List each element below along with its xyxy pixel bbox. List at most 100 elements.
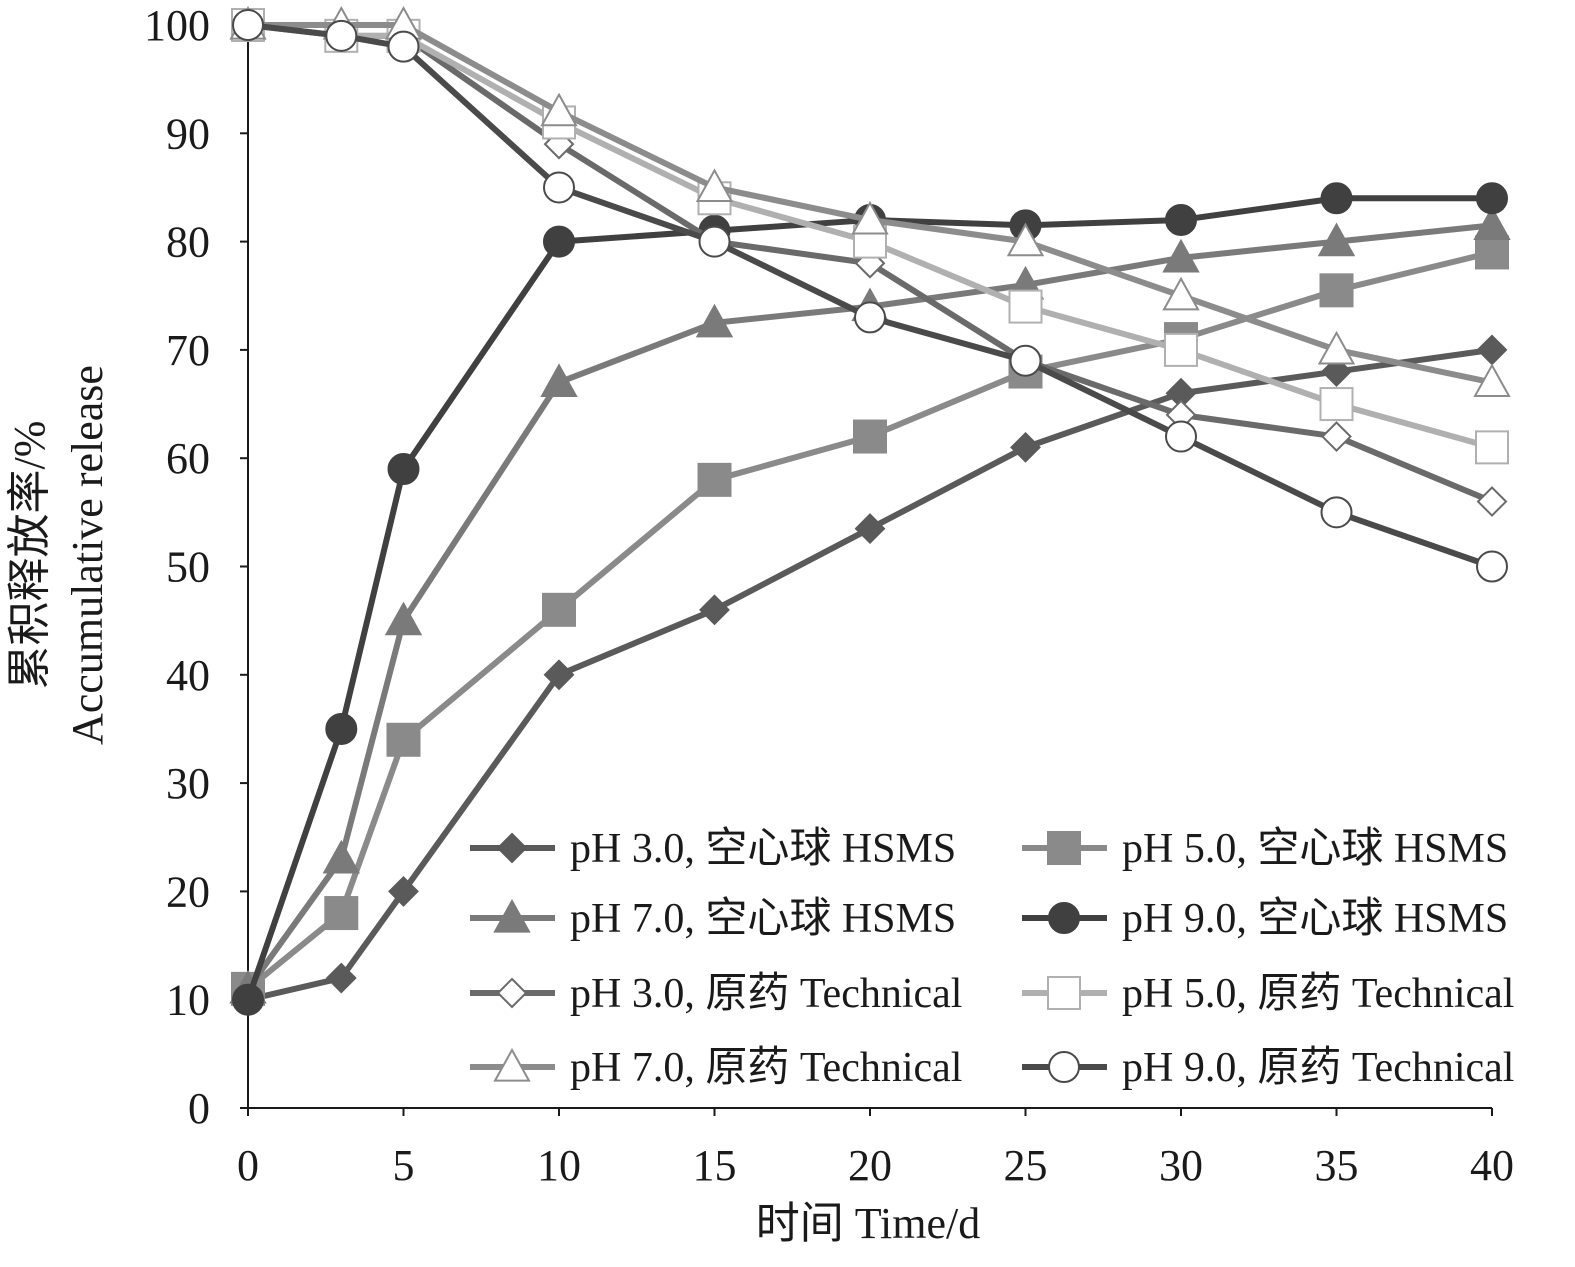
legend-swatch-marker: [1047, 976, 1081, 1010]
legend-label: pH 7.0, 原药 Technical: [570, 1045, 962, 1091]
legend-swatch-marker: [1048, 1051, 1080, 1083]
data-point: [325, 962, 357, 994]
legend-item: pH 7.0, 原药 Technical: [470, 1045, 962, 1091]
data-point: [1476, 550, 1508, 583]
data-point: [387, 30, 420, 63]
y-tick-label: 40: [166, 651, 210, 700]
series-8: [232, 9, 1508, 583]
x-tick-label: 5: [393, 1141, 415, 1190]
legend-swatch-marker: [496, 832, 528, 864]
legend-swatch-marker: [493, 1047, 531, 1082]
series-1: [232, 334, 1508, 1016]
legend-item: pH 3.0, 原药 Technical: [470, 971, 962, 1017]
data-point: [1162, 238, 1200, 273]
series-line: [248, 22, 1493, 386]
data-point: [540, 92, 578, 127]
series-line: [247, 22, 1493, 451]
legend-item: pH 5.0, 原药 Technical: [1022, 971, 1514, 1017]
data-point: [1009, 344, 1042, 377]
legend-swatch-marker: [496, 977, 528, 1009]
legend-item: pH 7.0, 空心球 HSMS: [470, 895, 956, 942]
series-line: [246, 249, 1493, 992]
data-point: [322, 839, 360, 874]
x-tick-label: 15: [693, 1141, 737, 1190]
data-point: [232, 983, 264, 1016]
legend-label: pH 9.0, 空心球 HSMS: [1122, 895, 1508, 942]
series-line: [245, 195, 1492, 1001]
series-layer: [229, 5, 1511, 1016]
y-tick-label: 70: [166, 326, 210, 375]
data-point: [1010, 431, 1041, 463]
legend-label: pH 3.0, 原药 Technical: [570, 971, 962, 1017]
data-point: [325, 19, 358, 52]
data-point: [1008, 289, 1043, 324]
data-point: [1476, 486, 1508, 517]
data-point: [1317, 330, 1356, 365]
x-tick-label: 40: [1470, 1141, 1514, 1190]
y-tick-label: 20: [166, 867, 210, 916]
data-point: [695, 168, 734, 203]
y-tick-label: 30: [166, 759, 210, 808]
data-point: [324, 896, 359, 931]
y-tick-label: 10: [166, 976, 210, 1025]
legend-label: pH 5.0, 空心球 HSMS: [1122, 825, 1508, 872]
data-point: [854, 301, 886, 334]
data-point: [1475, 430, 1509, 465]
y-tick-label: 90: [166, 109, 210, 158]
data-point: [1476, 334, 1508, 366]
legend-item: pH 9.0, 空心球 HSMS: [1022, 895, 1508, 942]
legend-label: pH 5.0, 原药 Technical: [1122, 971, 1514, 1017]
y-tick-label: 50: [166, 543, 210, 592]
data-point: [1320, 182, 1353, 215]
data-point: [1320, 496, 1353, 529]
x-tick-label: 25: [1004, 1141, 1048, 1190]
y-tick-label: 60: [166, 434, 210, 483]
data-point: [387, 453, 420, 486]
legend: pH 3.0, 空心球 HSMS pH 5.0, 空心球 HSMS pH 7.0, …: [470, 825, 1514, 1091]
data-point: [1006, 222, 1045, 257]
series-line: [247, 346, 1493, 1003]
data-point: [854, 513, 886, 545]
legend-item: pH 9.0, 原药 Technical: [1022, 1045, 1514, 1091]
legend-item: pH 3.0, 空心球 HSMS: [470, 825, 956, 872]
y-tick-label: 0: [188, 1084, 210, 1133]
data-point: [1319, 387, 1354, 422]
data-point: [695, 303, 734, 338]
data-point: [1317, 222, 1356, 257]
x-tick-label: 10: [537, 1141, 581, 1190]
data-point: [386, 722, 421, 757]
series-4: [232, 182, 1508, 1016]
legend-swatch-marker: [1047, 831, 1081, 865]
series-2: [231, 235, 1509, 1006]
y-tick-label: 100: [144, 1, 210, 50]
data-point: [543, 659, 575, 691]
data-point: [1476, 182, 1508, 215]
series-line: [247, 22, 1493, 570]
x-axis-label: 时间 Time/d: [756, 1199, 981, 1248]
axes: 0 10 20 30 40 50 60 70 80 90 100 0 5 10 15 20 25 30 35 40: [144, 1, 1514, 1190]
legend-label: pH 9.0, 原药 Technical: [1122, 1045, 1514, 1091]
data-point: [1165, 203, 1197, 236]
y-axis-label-cn: 累积释放率/%: [5, 421, 54, 690]
legend-label: pH 3.0, 空心球 HSMS: [570, 825, 956, 872]
data-point: [1162, 276, 1200, 311]
y-axis-label-en: Accumulative release: [63, 365, 112, 745]
data-point: [853, 419, 887, 454]
data-point: [384, 601, 423, 636]
data-point: [698, 225, 731, 258]
data-point: [1165, 420, 1197, 453]
x-tick-label: 30: [1159, 1141, 1203, 1190]
series-6: [231, 8, 1509, 465]
data-point: [1473, 206, 1511, 240]
series-line: [245, 222, 1493, 991]
legend-swatch-marker: [493, 898, 531, 933]
data-point: [543, 225, 575, 258]
data-point: [1164, 332, 1198, 367]
data-point: [1319, 273, 1354, 308]
data-point: [699, 594, 730, 626]
data-point: [1473, 363, 1511, 397]
data-point: [325, 712, 358, 745]
legend-item: pH 5.0, 空心球 HSMS: [1022, 825, 1508, 872]
